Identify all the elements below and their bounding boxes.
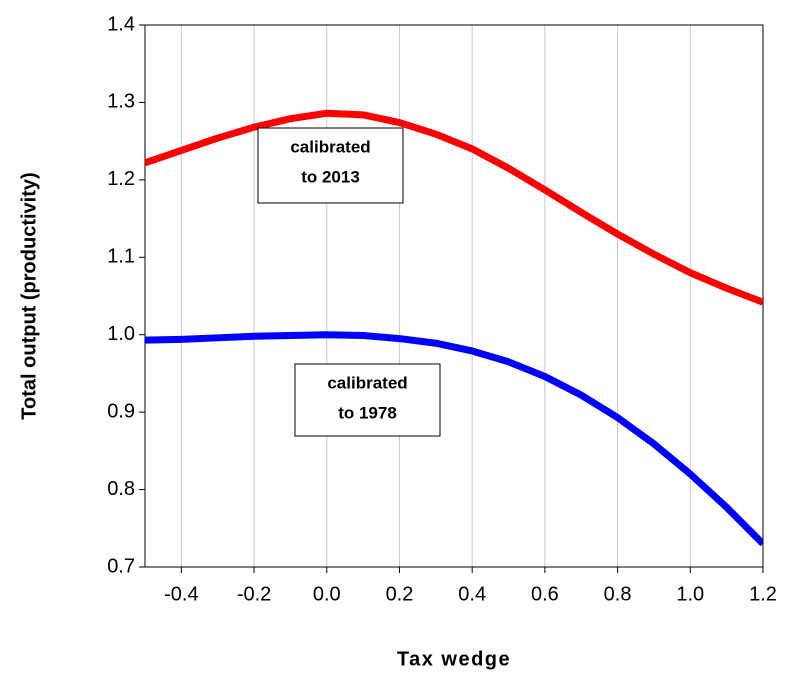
annotation-text: calibrated: [290, 137, 370, 156]
annotation-text: to 1978: [338, 403, 397, 422]
x-tick-label: 0.6: [531, 583, 559, 605]
x-tick-label: -0.2: [237, 583, 271, 605]
y-tick-label: 1.0: [107, 323, 135, 345]
annotation-text: to 2013: [301, 167, 360, 186]
y-tick-label: 0.8: [107, 478, 135, 500]
y-tick-label: 0.7: [107, 555, 135, 577]
x-tick-label: 1.2: [749, 583, 777, 605]
y-tick-label: 0.9: [107, 400, 135, 422]
line-series: [145, 331, 763, 547]
x-tick-label: 0.0: [313, 583, 341, 605]
x-tick-label: -0.4: [164, 583, 198, 605]
annotation-text: calibrated: [327, 373, 407, 392]
x-tick-label: 0.4: [458, 583, 486, 605]
y-tick-label: 1.1: [107, 246, 135, 268]
y-tick-label: 1.2: [107, 168, 135, 190]
annotation-box: [294, 363, 441, 437]
x-tick-label: 1.0: [676, 583, 704, 605]
y-tick-label: 1.4: [107, 13, 135, 35]
plot-frame: [144, 24, 764, 568]
annotation-box: [257, 127, 404, 204]
x-tick-label: 0.2: [386, 583, 414, 605]
y-tick-label: 1.3: [107, 91, 135, 113]
x-axis-title: Tax wedge: [397, 648, 511, 670]
line-series: [145, 109, 763, 306]
x-tick-label: 0.8: [604, 583, 632, 605]
y-axis-title: Total output (productivity): [18, 172, 40, 419]
